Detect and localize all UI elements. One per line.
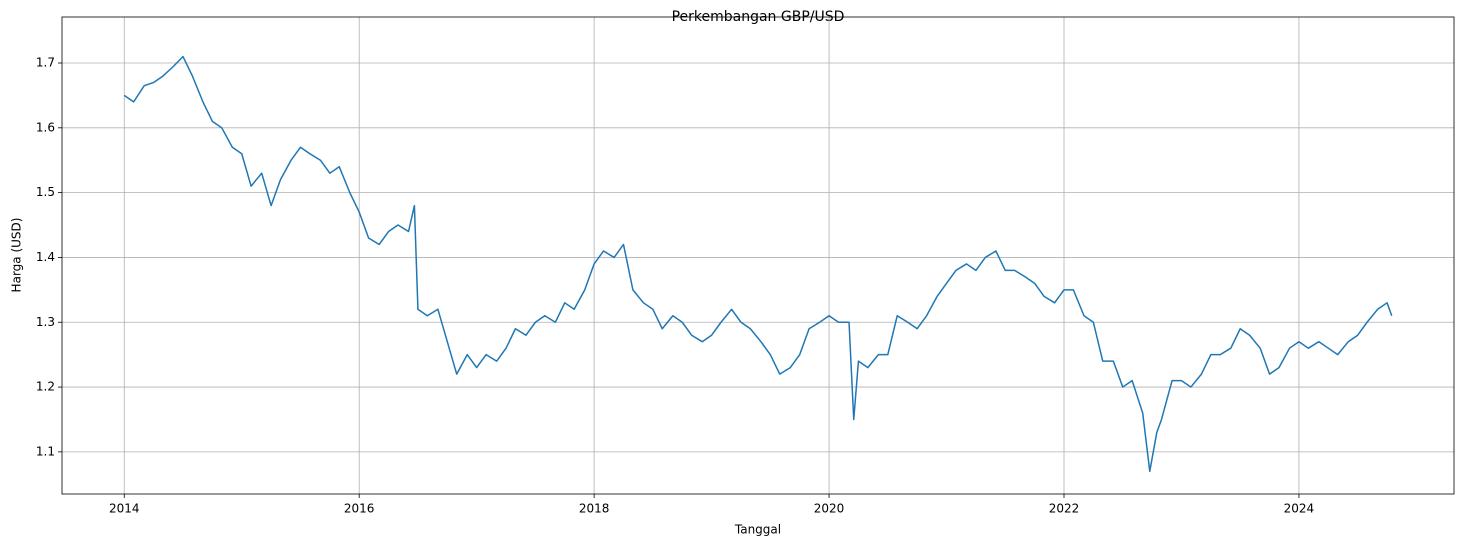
y-tick-label: 1.5 [36, 185, 55, 199]
x-tick-label: 2016 [344, 502, 375, 516]
x-tick-label: 2024 [1284, 502, 1315, 516]
x-tick-label: 2020 [814, 502, 845, 516]
x-axis-label: Tanggal [734, 523, 781, 537]
x-tick-label: 2022 [1049, 502, 1080, 516]
y-tick-label: 1.1 [36, 444, 55, 458]
y-tick-label: 1.3 [36, 315, 55, 329]
x-tick-label: 2014 [109, 502, 140, 516]
plot-frame [61, 16, 1455, 495]
y-axis-label: Harga (USD) [10, 218, 24, 293]
y-tick-label: 1.2 [36, 380, 55, 394]
x-tick-label: 2018 [579, 502, 610, 516]
y-tick-label: 1.7 [36, 56, 55, 70]
y-tick-label: 1.4 [36, 250, 55, 264]
line-series [123, 55, 1393, 473]
y-tick-label: 1.6 [36, 120, 55, 134]
